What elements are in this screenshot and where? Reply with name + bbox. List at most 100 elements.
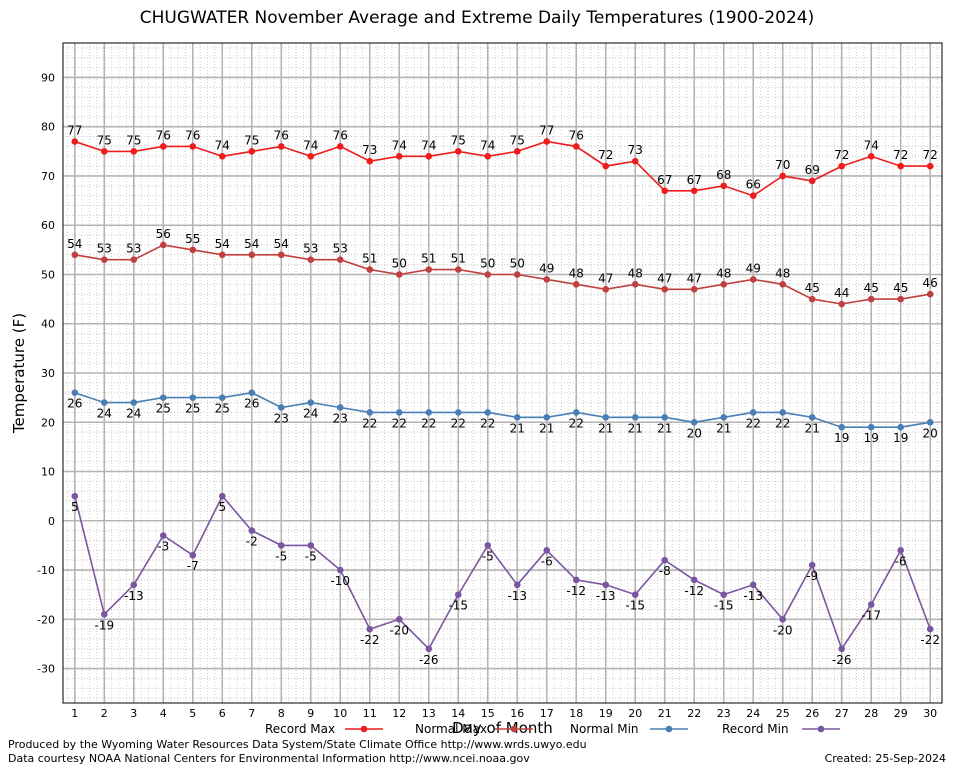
normal-max-data-label: 54 [215, 237, 230, 251]
x-tick-label: 5 [189, 707, 196, 720]
normal-max-data-label: 46 [923, 276, 938, 290]
normal-max-point [100, 256, 108, 264]
record-max-point [336, 143, 344, 150]
record-min-data-label: 5 [71, 500, 79, 514]
normal-min-data-label: 22 [392, 416, 407, 430]
record-max-data-label: 77 [67, 124, 82, 138]
normal-max-point [307, 256, 315, 264]
record-max-data-label: 67 [657, 173, 672, 187]
normal-max-point [130, 256, 138, 264]
normal-min-data-label: 22 [451, 416, 466, 430]
y-tick-label: 30 [41, 367, 55, 380]
record-max-point [838, 162, 846, 170]
record-min-data-label: -19 [94, 618, 114, 632]
record-max-point [218, 152, 226, 160]
normal-min-data-label: 21 [539, 421, 554, 435]
record-max-data-label: 69 [805, 163, 820, 177]
record-min-data-label: -3 [157, 540, 169, 554]
normal-max-point [159, 241, 167, 249]
record-min-line [74, 494, 931, 651]
y-tick-label: 70 [41, 170, 55, 183]
x-tick-label: 6 [219, 707, 226, 720]
x-tick-label: 23 [717, 707, 731, 720]
normal-min-data-label: 26 [244, 397, 259, 411]
record-max-point [366, 157, 374, 165]
normal-max-point [454, 266, 462, 273]
normal-min-data-label: 22 [569, 416, 584, 430]
record-max-point [159, 143, 167, 150]
record-max-point [395, 152, 403, 160]
normal-max-point [248, 251, 256, 259]
legend-marker-record-min [817, 725, 825, 733]
x-axis-label: Day of Month [452, 719, 553, 737]
record-min-data-label: -15 [625, 599, 645, 613]
record-max-point [690, 187, 698, 195]
normal-max-data-label: 45 [805, 281, 820, 295]
normal-max-data-label: 49 [539, 261, 554, 275]
record-max-point [749, 192, 757, 199]
normal-min-data-label: 23 [333, 411, 348, 425]
record-min-data-label: -8 [659, 564, 671, 578]
record-min-point [71, 492, 79, 500]
normal-max-point [218, 251, 226, 259]
record-min-point [100, 611, 108, 618]
record-max-point [602, 162, 610, 170]
record-min-data-label: 5 [218, 500, 226, 514]
record-max-point [513, 148, 521, 155]
record-min-point [395, 615, 403, 623]
normal-min-data-label: 19 [893, 431, 908, 445]
record-max-point [307, 152, 315, 160]
normal-min-point [631, 414, 639, 421]
x-tick-label: 16 [510, 707, 524, 720]
legend-marker-normal-max [510, 725, 518, 733]
x-tick-label: 24 [746, 707, 760, 720]
normal-min-data-label: 21 [598, 421, 613, 435]
normal-max-data-label: 51 [421, 252, 436, 266]
x-tick-label: 19 [599, 707, 613, 720]
y-tick-label: -20 [37, 613, 55, 626]
y-tick-label: -30 [37, 663, 55, 676]
x-tick-label: 26 [805, 707, 819, 720]
x-tick-label: 11 [363, 707, 377, 720]
record-max-data-label: 72 [893, 148, 908, 162]
normal-max-point [926, 290, 934, 298]
normal-max-point [631, 281, 639, 288]
normal-max-point [838, 300, 846, 308]
record-min-data-label: -20 [773, 623, 793, 637]
record-max-point [779, 172, 787, 180]
normal-min-point [100, 399, 108, 406]
normal-min-data-label: 21 [628, 421, 643, 435]
record-max-data-label: 76 [274, 128, 289, 142]
record-min-data-label: -15 [714, 599, 734, 613]
normal-min-data-label: 22 [421, 416, 436, 430]
normal-max-data-label: 47 [598, 271, 613, 285]
record-min-point [484, 542, 492, 549]
y-tick-label: 10 [41, 466, 55, 479]
record-max-point [130, 148, 138, 155]
normal-min-data-label: 19 [834, 431, 849, 445]
record-min-point [336, 566, 344, 574]
x-tick-label: 20 [628, 707, 642, 720]
normal-min-point [602, 414, 610, 421]
x-tick-label: 1 [71, 707, 78, 720]
legend-label-record-max: Record Max [265, 722, 335, 736]
normal-max-point [366, 266, 374, 273]
record-min-data-label: -12 [684, 584, 704, 598]
record-max-data-label: 66 [746, 178, 761, 192]
record-max-data-label: 77 [539, 124, 554, 138]
normal-max-point [484, 271, 492, 278]
normal-min-point [543, 414, 551, 421]
record-max-data-label: 73 [362, 143, 377, 157]
normal-min-point [926, 418, 934, 426]
normal-min-line [74, 391, 931, 429]
record-max-data-label: 74 [864, 138, 879, 152]
normal-min-point [867, 423, 875, 431]
normal-max-data-label: 49 [746, 261, 761, 275]
normal-min-data-label: 22 [746, 416, 761, 430]
normal-max-data-label: 50 [510, 256, 525, 270]
normal-min-point [159, 394, 167, 401]
record-max-point [100, 148, 108, 155]
normal-min-data-label: 26 [67, 397, 82, 411]
normal-max-data-label: 51 [362, 252, 377, 266]
normal-max-point [71, 251, 79, 259]
